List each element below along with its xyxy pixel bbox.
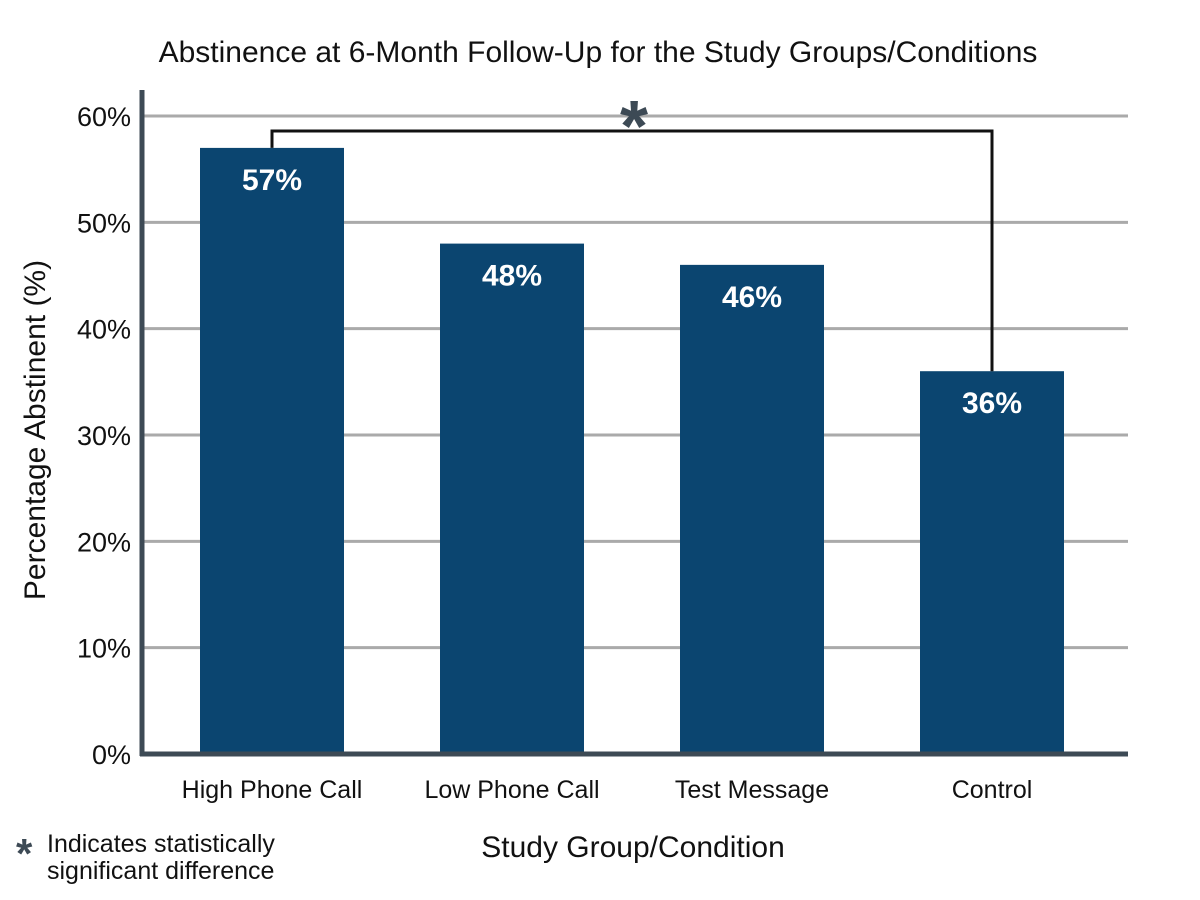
footnote: * Indicates statistically significant di… xyxy=(16,830,275,885)
y-axis-title: Percentage Abstinent (%) xyxy=(19,260,52,600)
bar-value-label: 48% xyxy=(482,260,542,293)
bar xyxy=(440,243,584,754)
footnote-line-2: significant difference xyxy=(47,857,274,885)
y-tick-label: 30% xyxy=(77,421,131,451)
significance-asterisk-icon: * xyxy=(620,87,648,167)
significance-bracket-line xyxy=(270,129,994,372)
footnote-line-1: Indicates statistically xyxy=(47,830,275,858)
data-labels: 57% 48% 46% 36% xyxy=(242,164,1022,420)
bar xyxy=(920,371,1064,754)
y-tick-label: 20% xyxy=(77,527,131,557)
y-tick-label: 60% xyxy=(77,102,131,132)
y-tick-labels: 0% 10% 20% 30% 40% 50% 60% xyxy=(77,102,131,770)
bars xyxy=(200,147,1064,754)
bar-value-label: 36% xyxy=(962,387,1022,420)
bar xyxy=(680,264,824,754)
chart-title: Abstinence at 6-Month Follow-Up for the … xyxy=(159,36,1038,69)
y-tick-label: 0% xyxy=(92,740,131,770)
bar xyxy=(200,147,344,754)
axes xyxy=(139,90,1128,757)
significance-bracket: * xyxy=(270,87,994,372)
x-category-labels: High Phone Call Low Phone Call Test Messag… xyxy=(182,776,1033,804)
x-category-label: Control xyxy=(952,776,1033,804)
footnote-asterisk-icon: * xyxy=(16,830,33,877)
bar-value-label: 46% xyxy=(722,281,782,314)
x-category-label: Test Message xyxy=(675,776,829,804)
x-category-label: High Phone Call xyxy=(182,776,363,804)
bar-value-label: 57% xyxy=(242,164,302,197)
x-category-label: Low Phone Call xyxy=(424,776,599,804)
y-tick-label: 10% xyxy=(77,634,131,664)
y-tick-label: 40% xyxy=(77,315,131,345)
y-tick-label: 50% xyxy=(77,208,131,238)
x-axis-title: Study Group/Condition xyxy=(481,831,785,864)
